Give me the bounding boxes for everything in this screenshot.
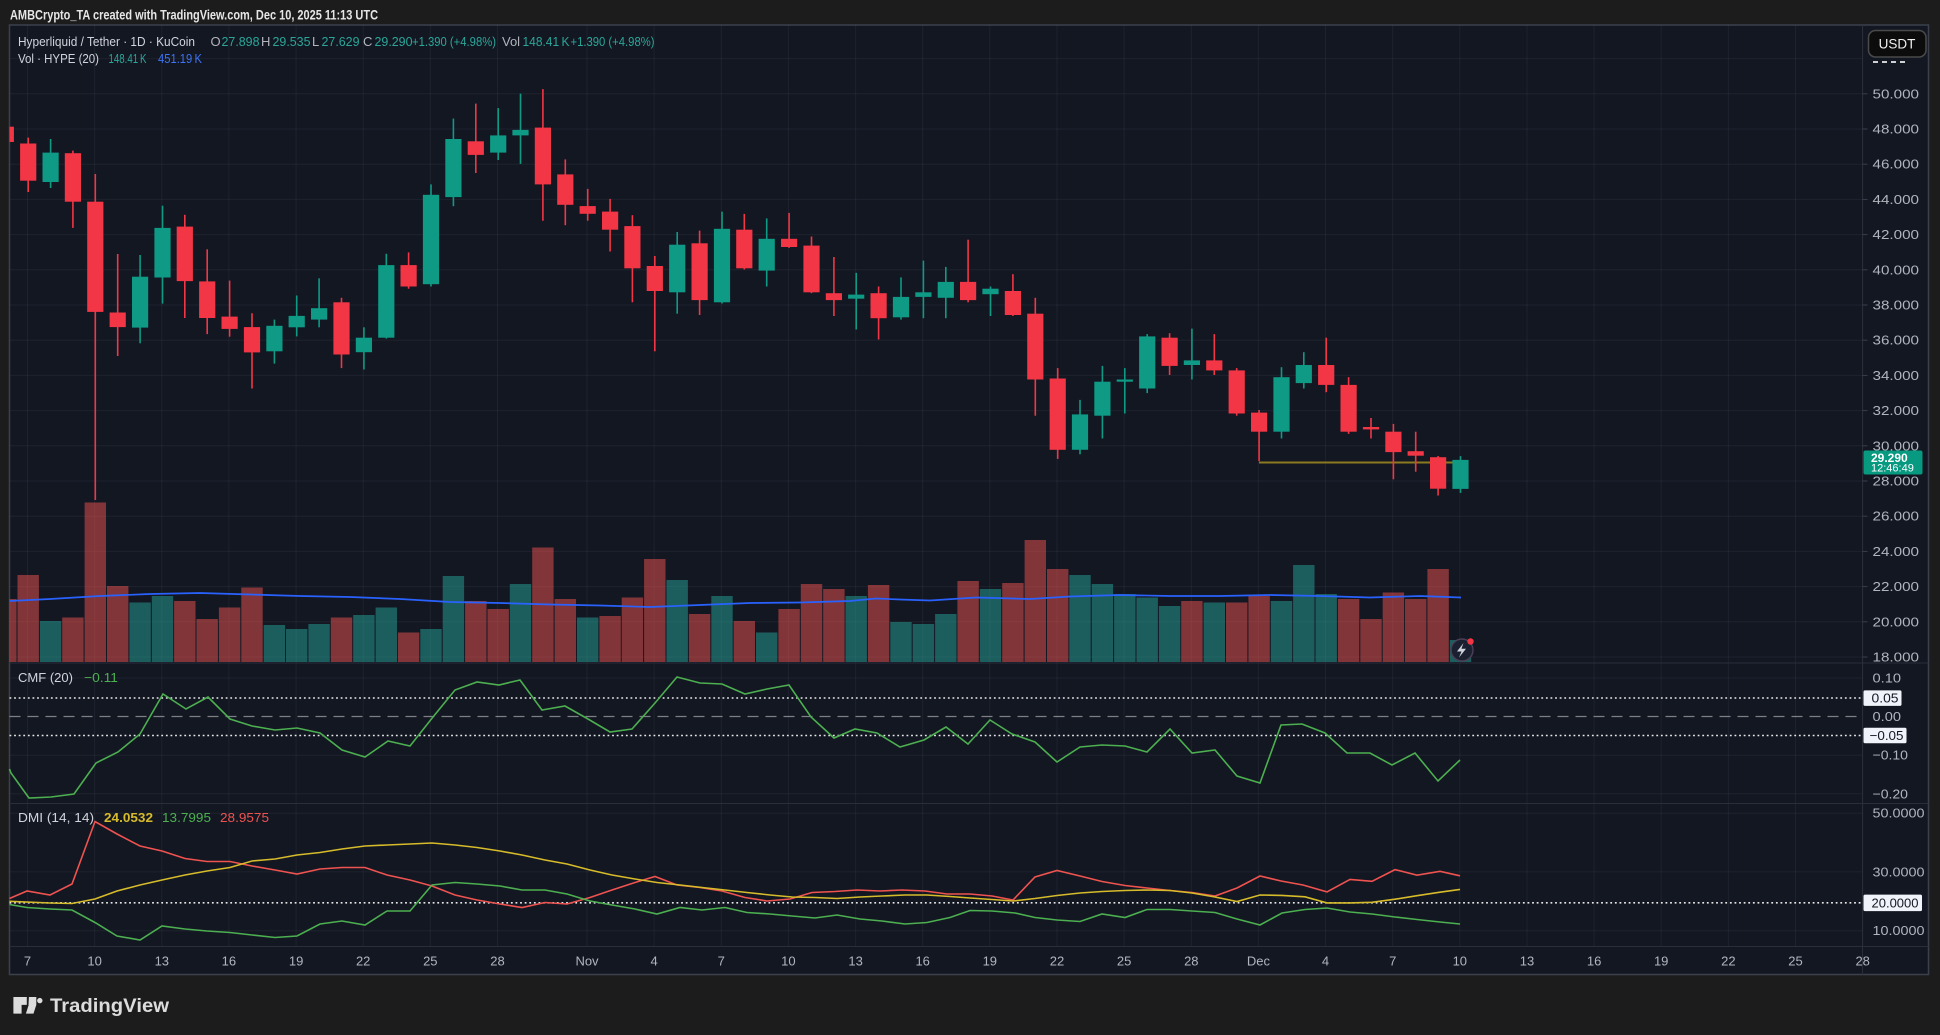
svg-text:Vol: Vol [502, 34, 520, 49]
svg-text:22: 22 [1050, 954, 1064, 969]
svg-text:+1.390 (+4.98%): +1.390 (+4.98%) [571, 34, 655, 49]
svg-text:25: 25 [1788, 954, 1802, 969]
svg-text:7: 7 [1389, 954, 1396, 969]
svg-text:C: C [363, 34, 372, 49]
svg-text:50.000: 50.000 [1873, 86, 1920, 101]
svg-text:−0.05: −0.05 [1870, 728, 1904, 743]
svg-text:4: 4 [650, 954, 657, 969]
svg-text:50.0000: 50.0000 [1873, 806, 1925, 821]
svg-text:25: 25 [1117, 954, 1131, 969]
svg-text:28: 28 [1855, 954, 1869, 969]
svg-text:AMBCrypto_TA created with Trad: AMBCrypto_TA created with TradingView.co… [10, 7, 378, 23]
svg-text:28.9575: 28.9575 [220, 810, 269, 825]
svg-text:Nov: Nov [575, 954, 599, 969]
svg-text:27.629: 27.629 [322, 34, 360, 49]
svg-text:24.0532: 24.0532 [104, 810, 153, 825]
svg-text:42.000: 42.000 [1873, 227, 1920, 242]
svg-text:10: 10 [1453, 954, 1467, 969]
svg-text:USDT: USDT [1879, 37, 1916, 52]
svg-text:L: L [312, 34, 319, 49]
svg-text:22.000: 22.000 [1873, 579, 1920, 594]
svg-text:Hyperliquid / Tether · 1D · Ku: Hyperliquid / Tether · 1D · KuCoin [18, 34, 195, 49]
svg-text:13: 13 [848, 954, 862, 969]
svg-text:29.290: 29.290 [375, 34, 413, 49]
svg-text:16: 16 [222, 954, 236, 969]
svg-text:22: 22 [1721, 954, 1735, 969]
svg-text:148.41 K: 148.41 K [109, 51, 147, 66]
svg-text:25: 25 [423, 954, 437, 969]
svg-text:20.000: 20.000 [1873, 614, 1920, 629]
svg-text:10: 10 [781, 954, 795, 969]
svg-text:29.535: 29.535 [273, 34, 311, 49]
svg-text:451.19 K: 451.19 K [158, 51, 202, 66]
svg-text:20.0000: 20.0000 [1872, 896, 1919, 911]
svg-text:32.000: 32.000 [1873, 403, 1920, 418]
svg-text:CMF (20): CMF (20) [18, 670, 73, 685]
svg-text:13: 13 [1520, 954, 1534, 969]
svg-text:Vol · HYPE (20): Vol · HYPE (20) [18, 51, 99, 66]
svg-text:22: 22 [356, 954, 370, 969]
svg-text:34.000: 34.000 [1873, 368, 1920, 383]
svg-text:19: 19 [1654, 954, 1668, 969]
svg-text:+1.390 (+4.98%): +1.390 (+4.98%) [412, 34, 496, 49]
svg-text:12:46:49: 12:46:49 [1871, 463, 1914, 475]
svg-text:O: O [211, 34, 221, 49]
svg-text:13: 13 [155, 954, 169, 969]
svg-text:0.05: 0.05 [1872, 691, 1899, 706]
svg-text:DMI (14, 14): DMI (14, 14) [18, 810, 94, 825]
svg-text:13.7995: 13.7995 [162, 810, 211, 825]
svg-text:24.000: 24.000 [1873, 544, 1920, 559]
svg-text:40.000: 40.000 [1873, 262, 1920, 277]
svg-text:16: 16 [1587, 954, 1601, 969]
svg-text:28: 28 [490, 954, 504, 969]
svg-text:27.898: 27.898 [222, 34, 260, 49]
svg-text:30.0000: 30.0000 [1873, 864, 1925, 879]
svg-text:−0.10: −0.10 [1873, 748, 1909, 763]
svg-text:148.41 K: 148.41 K [523, 34, 570, 49]
svg-text:26.000: 26.000 [1873, 509, 1920, 524]
svg-text:30.000: 30.000 [1873, 438, 1920, 453]
svg-text:7: 7 [718, 954, 725, 969]
svg-text:−0.11: −0.11 [84, 670, 118, 685]
svg-text:7: 7 [24, 954, 31, 969]
svg-text:28.000: 28.000 [1873, 474, 1920, 489]
svg-text:29.290: 29.290 [1871, 451, 1908, 465]
svg-text:18.000: 18.000 [1873, 650, 1920, 665]
svg-text:19: 19 [289, 954, 303, 969]
svg-text:0.00: 0.00 [1873, 709, 1902, 724]
svg-text:10.0000: 10.0000 [1873, 923, 1925, 938]
svg-text:−0.20: −0.20 [1873, 786, 1909, 801]
svg-text:10: 10 [87, 954, 101, 969]
svg-text:44.000: 44.000 [1873, 192, 1920, 207]
svg-text:38.000: 38.000 [1873, 298, 1920, 313]
svg-text:19: 19 [983, 954, 997, 969]
svg-text:0.10: 0.10 [1873, 671, 1902, 686]
svg-text:48.000: 48.000 [1873, 122, 1920, 137]
svg-text:Dec: Dec [1247, 954, 1271, 969]
svg-text:H: H [261, 34, 270, 49]
svg-text:4: 4 [1322, 954, 1329, 969]
svg-text:TradingView: TradingView [50, 996, 169, 1017]
svg-text:46.000: 46.000 [1873, 157, 1920, 172]
svg-text:36.000: 36.000 [1873, 333, 1920, 348]
svg-text:16: 16 [915, 954, 929, 969]
svg-text:28: 28 [1184, 954, 1198, 969]
